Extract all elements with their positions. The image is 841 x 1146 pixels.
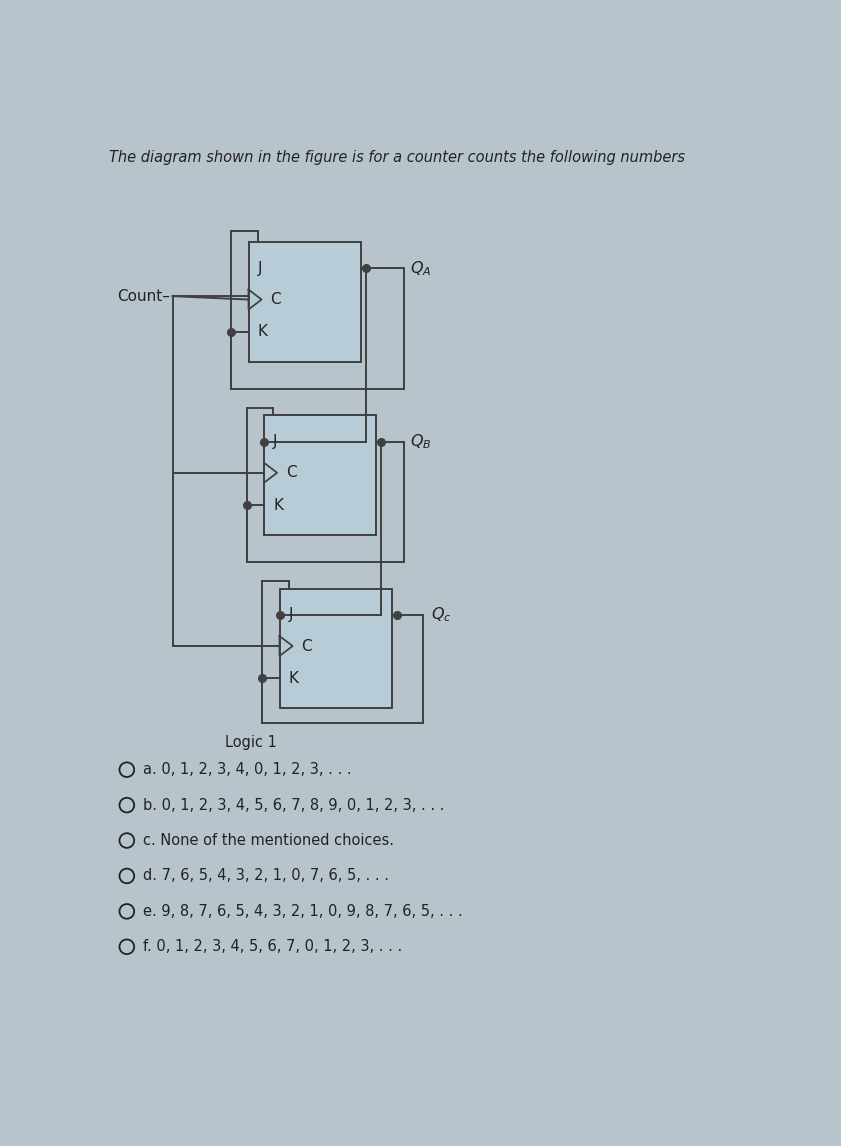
Text: C: C — [270, 292, 281, 307]
Text: Logic 1: Logic 1 — [225, 735, 278, 749]
Text: e. 9, 8, 7, 6, 5, 4, 3, 2, 1, 0, 9, 8, 7, 6, 5, . . .: e. 9, 8, 7, 6, 5, 4, 3, 2, 1, 0, 9, 8, 7… — [144, 904, 463, 919]
Text: K: K — [288, 670, 299, 685]
Text: a. 0, 1, 2, 3, 4, 0, 1, 2, 3, . . .: a. 0, 1, 2, 3, 4, 0, 1, 2, 3, . . . — [144, 762, 352, 777]
Bar — [279, 589, 392, 708]
Text: f. 0, 1, 2, 3, 4, 5, 6, 7, 0, 1, 2, 3, . . .: f. 0, 1, 2, 3, 4, 5, 6, 7, 0, 1, 2, 3, .… — [144, 940, 403, 955]
Text: Count–: Count– — [117, 289, 170, 304]
Text: d. 7, 6, 5, 4, 3, 2, 1, 0, 7, 6, 5, . . .: d. 7, 6, 5, 4, 3, 2, 1, 0, 7, 6, 5, . . … — [144, 869, 389, 884]
Text: c. None of the mentioned choices.: c. None of the mentioned choices. — [144, 833, 394, 848]
Text: J: J — [288, 607, 294, 622]
Text: C: C — [286, 465, 296, 480]
Text: K: K — [273, 497, 283, 512]
Text: $\it{Q}$$_A$: $\it{Q}$$_A$ — [410, 259, 431, 277]
Text: K: K — [258, 324, 267, 339]
Text: J: J — [273, 434, 278, 449]
Bar — [264, 416, 377, 535]
Text: J: J — [258, 261, 262, 276]
Text: $\it{Q}$$_c$: $\it{Q}$$_c$ — [431, 605, 452, 625]
Text: C: C — [301, 638, 312, 653]
Text: The diagram shown in the figure is for a counter counts the following numbers: The diagram shown in the figure is for a… — [109, 150, 685, 165]
Bar — [248, 242, 361, 362]
Text: b. 0, 1, 2, 3, 4, 5, 6, 7, 8, 9, 0, 1, 2, 3, . . .: b. 0, 1, 2, 3, 4, 5, 6, 7, 8, 9, 0, 1, 2… — [144, 798, 445, 813]
Text: $\it{Q}$$_B$: $\it{Q}$$_B$ — [410, 432, 431, 452]
